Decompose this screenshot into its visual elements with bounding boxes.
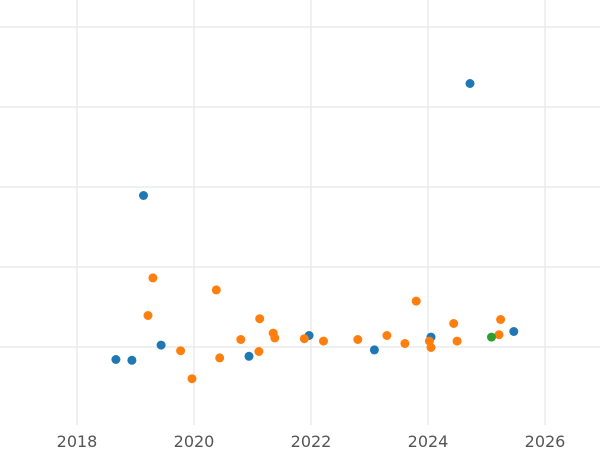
- data-point: [449, 319, 459, 328]
- data-point: [254, 347, 264, 356]
- data-point: [465, 79, 475, 88]
- data-point: [426, 343, 436, 352]
- data-point: [156, 340, 166, 350]
- x-tick-label: 2024: [408, 432, 449, 450]
- data-point: [494, 330, 504, 340]
- data-point: [143, 311, 153, 320]
- data-point: [411, 296, 421, 306]
- data-point: [211, 285, 221, 295]
- data-point: [244, 351, 254, 361]
- gridlines: [0, 0, 600, 425]
- data-point: [111, 355, 121, 364]
- data-point: [236, 335, 246, 344]
- x-tick-label: 2018: [57, 432, 98, 450]
- x-tick-label: 2022: [291, 432, 332, 450]
- data-point: [487, 332, 496, 342]
- data-point: [299, 334, 309, 344]
- data-points: [111, 79, 519, 384]
- x-tick-label: 2026: [525, 432, 566, 450]
- data-point: [176, 346, 186, 356]
- data-point: [139, 191, 148, 200]
- data-point: [255, 314, 265, 324]
- data-point: [148, 273, 158, 283]
- x-tick-labels: 2018 2020 2022 2024 2026: [57, 432, 566, 450]
- data-point: [215, 353, 225, 363]
- data-point: [509, 327, 519, 336]
- data-point: [319, 336, 328, 346]
- x-tick-label: 2020: [174, 432, 215, 450]
- data-point: [187, 374, 197, 384]
- data-point: [400, 339, 410, 348]
- data-point: [369, 345, 379, 355]
- data-point: [353, 335, 363, 344]
- data-point: [382, 331, 392, 340]
- data-point: [127, 355, 137, 365]
- data-point: [270, 333, 280, 343]
- data-point: [452, 336, 462, 346]
- data-point: [496, 315, 506, 324]
